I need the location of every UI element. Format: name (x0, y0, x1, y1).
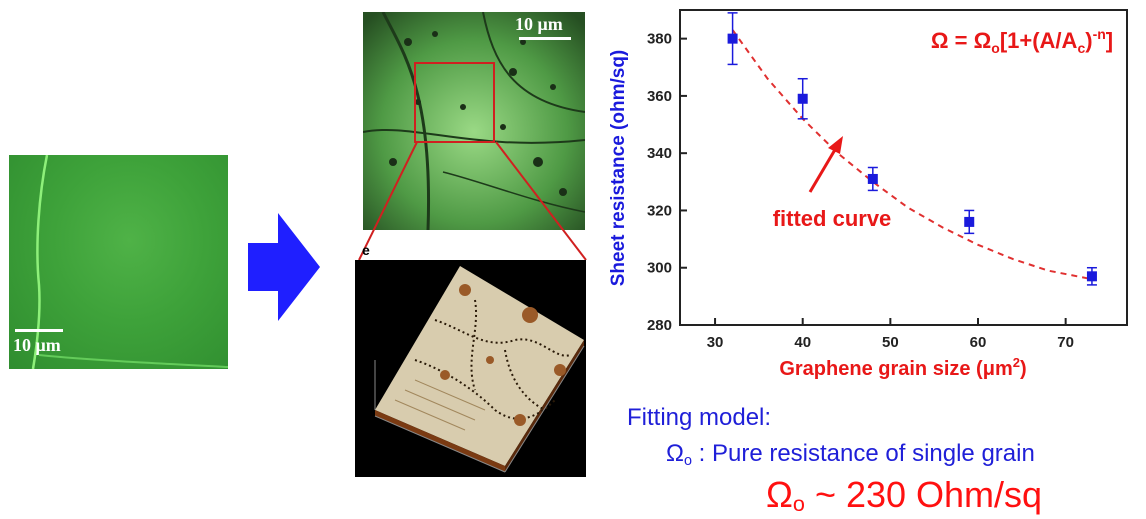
data-point (1086, 271, 1097, 282)
zoom-lines (358, 141, 587, 261)
y-tick-label: 280 (647, 317, 672, 334)
x-tick-label: 50 (882, 334, 899, 351)
right-arrow-icon (248, 213, 320, 321)
sheet-resistance-chart: 30 40 50 60 70 280 300 320 340 360 380 Sheet resis… (608, 9, 1128, 380)
data-point (797, 93, 808, 104)
scale-label: 10 μm (13, 335, 61, 355)
arrow-head-icon (828, 136, 843, 154)
omega-value: Ωo ~ 230 Ohm/sq (766, 474, 1043, 516)
micrograph-grains: 10 μm (363, 12, 585, 230)
y-tick-label: 340 (647, 145, 672, 162)
y-tick-label: 380 (647, 31, 672, 48)
y-tick-label: 360 (647, 88, 672, 105)
scale-bar (519, 37, 571, 40)
y-tick-label: 300 (647, 260, 672, 277)
zoom-box (414, 62, 495, 143)
panel-label: e (362, 242, 370, 258)
x-axis-label: Graphene grain size (μm2) (779, 355, 1026, 380)
x-tick-label: 60 (970, 334, 987, 351)
data-point (727, 33, 738, 44)
x-tick-label: 30 (707, 334, 724, 351)
x-tick-label: 40 (794, 334, 811, 351)
fitted-curve-label: fitted curve (773, 206, 892, 231)
fitting-model-title: Fitting model: (627, 404, 772, 431)
scale-label: 10 μm (515, 14, 563, 34)
grain-texture (363, 12, 585, 230)
afm-surface (374, 266, 585, 473)
y-axis-label: Sheet resistance (ohm/sq) (608, 50, 629, 287)
grain-boundary-line (31, 155, 228, 369)
data-point (867, 173, 878, 184)
plot-frame (679, 9, 1128, 326)
fitting-model-description: Ωo : Pure resistance of single grain (666, 440, 1035, 469)
x-tick-label: 70 (1057, 334, 1074, 351)
formula-annotation: Ω = Ωo[1+(A/Ac)-n] (931, 26, 1113, 56)
micrograph-plain: 10 μm (9, 155, 228, 369)
afm-3d-image (355, 260, 586, 477)
fit-pointer-arrow (808, 147, 838, 193)
data-point (964, 216, 975, 227)
y-tick-label: 320 (647, 202, 672, 219)
scale-bar (15, 329, 63, 332)
